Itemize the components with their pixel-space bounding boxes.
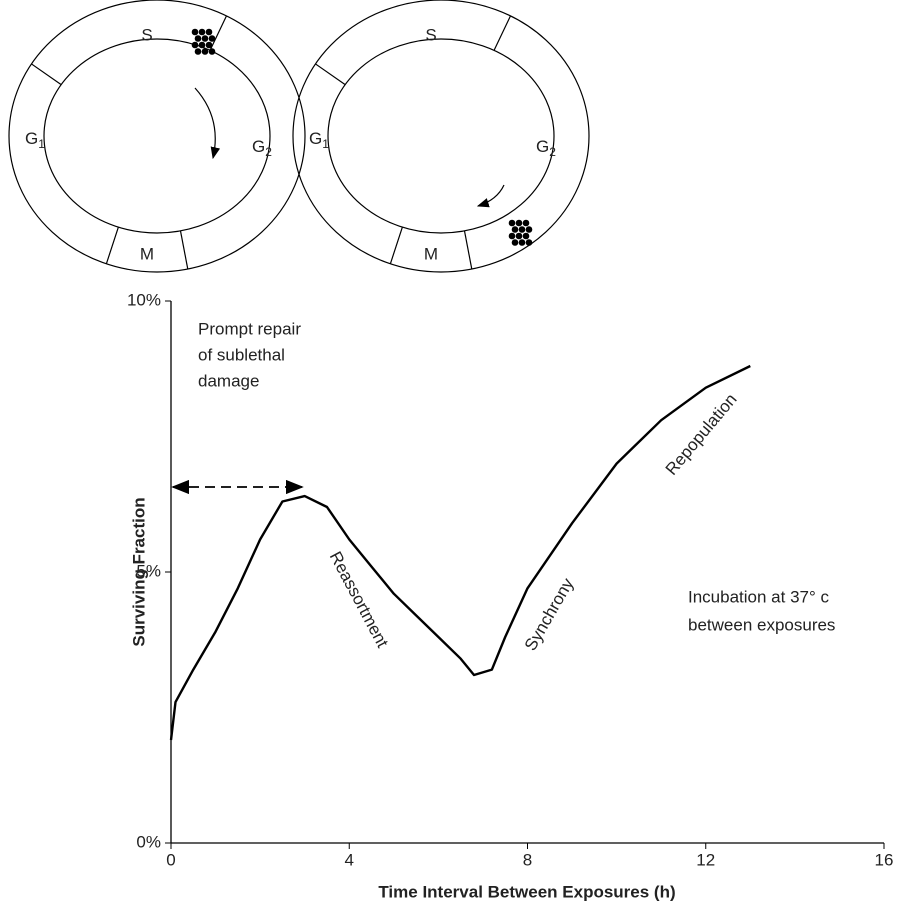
phase-divider [179, 230, 189, 270]
x-tick-label: 16 [875, 850, 894, 869]
x-axis-label: Time Interval Between Exposures (h) [378, 882, 675, 901]
phase-label: S [425, 25, 436, 44]
cell-dot [208, 48, 216, 55]
outer-ring [8, 0, 306, 273]
cell-dot [515, 219, 523, 227]
inner-ring [43, 38, 271, 234]
annotation: Repopulation [662, 390, 741, 479]
annotation: Incubation at 37° c [688, 587, 830, 606]
x-tick-label: 4 [345, 850, 354, 869]
phase-divider [315, 63, 346, 86]
y-tick-label: 0% [136, 832, 161, 851]
phase-label: G1 [309, 129, 329, 151]
phase-divider [493, 15, 512, 51]
survival-curve [169, 364, 751, 741]
annotation: between exposures [688, 615, 835, 634]
phase-divider [209, 15, 228, 51]
progression-arrow [194, 87, 221, 160]
phase-subscript: 1 [322, 137, 329, 151]
phase-label: M [140, 244, 154, 263]
phase-divider [105, 226, 119, 264]
cell-dot [508, 232, 516, 240]
y-tick-label: 5% [136, 561, 161, 580]
cell-dot [201, 48, 209, 55]
phase-label: G2 [536, 137, 556, 159]
cell-dot [525, 239, 533, 246]
phase-divider [389, 226, 403, 264]
cell-dot [515, 232, 523, 240]
phase-subscript: 1 [38, 137, 45, 151]
phase-subscript: 2 [549, 145, 556, 159]
cell-dot [205, 28, 213, 36]
cell-dot [194, 48, 202, 55]
annotation: Prompt repair [198, 319, 301, 338]
cell-dot [525, 226, 533, 233]
phase-letter: G [309, 129, 322, 148]
phase-letter: G [252, 137, 265, 156]
phase-divider [31, 63, 62, 86]
cell-dot [508, 219, 516, 227]
cell-dot [208, 35, 216, 42]
x-tick-label: 12 [696, 850, 715, 869]
cell-dot [191, 41, 199, 49]
y-tick-label: 10% [127, 290, 161, 309]
annotation: of sublethal [198, 345, 285, 364]
phase-letter: G [536, 137, 549, 156]
cell-dot [191, 28, 199, 36]
cell-dot [522, 219, 530, 227]
cell-dot [511, 239, 519, 246]
inner-ring [327, 38, 555, 234]
phase-subscript: 2 [265, 145, 272, 159]
cell-dot [194, 35, 202, 42]
phase-label: S [141, 25, 152, 44]
phase-divider [463, 230, 473, 270]
annotation: damage [198, 371, 259, 390]
annotation: Reassortment [326, 548, 393, 651]
cell-dot [205, 41, 213, 49]
cell-dot [198, 28, 206, 36]
x-tick-label: 0 [166, 850, 175, 869]
y-axis-label: Surviving Fraction [129, 497, 148, 646]
phase-letter: G [25, 129, 38, 148]
cell-dot [198, 41, 206, 49]
x-tick-label: 8 [523, 850, 532, 869]
phase-label: G1 [25, 129, 45, 151]
phase-label: G2 [252, 137, 272, 159]
cell-dot [518, 226, 526, 233]
outer-ring [292, 0, 590, 273]
cell-dot [522, 232, 530, 240]
cell-dot [518, 239, 526, 246]
cell-dot [511, 226, 519, 233]
cell-dot [201, 35, 209, 42]
phase-label: M [424, 244, 438, 263]
progression-arrow [476, 184, 505, 208]
